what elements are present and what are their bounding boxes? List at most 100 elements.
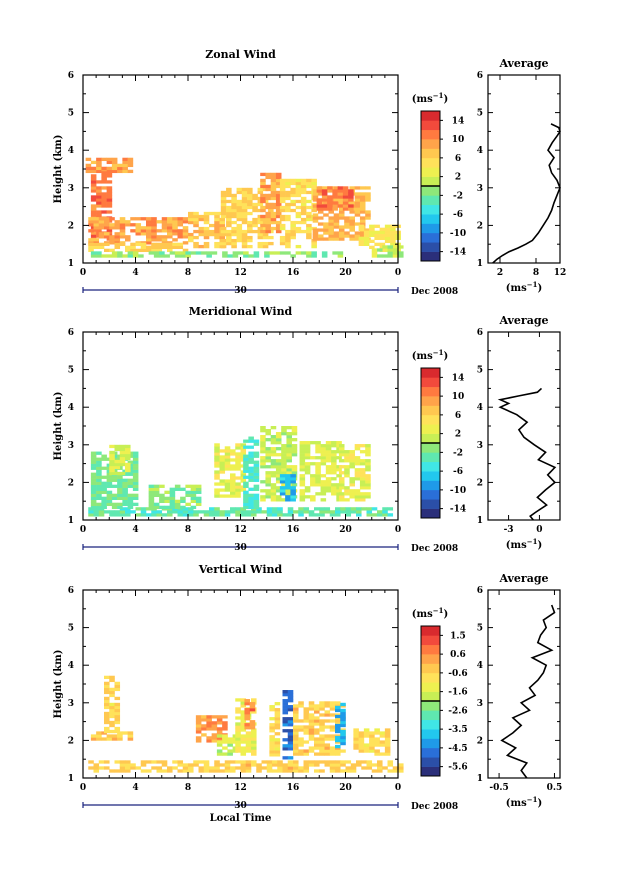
heatmap-cell [224,458,231,462]
heatmap-cell [265,489,271,493]
heatmap-cell [244,714,250,718]
heatmap-cell [235,455,241,459]
heatmap-cell [132,493,139,497]
heatmap-cell [275,477,282,481]
x-tick-label: 0 [395,525,401,535]
heatmap-cell [265,495,271,499]
heatmap-cell [88,229,94,233]
colorbar-unit-sup: −1 [433,606,444,615]
heatmap-cell [203,510,210,514]
heatmap-cell [319,707,325,711]
heatmap-cell [219,217,226,222]
heatmap-cell [185,484,191,488]
heatmap-cell [127,460,134,464]
heatmap-cell [220,205,227,210]
heatmap-cell [90,207,97,211]
heatmap-cell [350,510,357,514]
heatmap-cell [240,722,247,726]
heatmap-cell [241,199,248,204]
x-tick-label: 0 [395,783,401,793]
heatmap-cells [88,675,404,773]
heatmap-cell [342,186,349,190]
heatmap-cell [333,222,340,226]
heatmap-cell [285,244,291,249]
heatmap-cell [109,708,115,713]
heatmap-cell [132,463,139,467]
heatmap-region [88,242,189,253]
heatmap-cell [319,752,325,756]
heatmap-cell [241,238,248,243]
heatmap-cell [93,220,100,224]
heatmap-cell [290,226,296,231]
heatmap-cell [272,510,278,514]
heatmap-cell [261,510,268,514]
heatmap-cell [119,769,126,773]
heatmap-cell [354,195,361,199]
colorbar-unit: (ms−1) [412,348,448,362]
heatmap-cell [109,453,115,458]
heatmap-cell [146,513,152,517]
heatmap-cell [269,747,275,751]
heatmap-cell [106,481,113,485]
heatmap-cell [279,492,286,496]
heatmap-cell [109,238,115,242]
heatmap-cell [285,483,291,487]
heatmap-cell [361,766,367,770]
average-y-tick-label: 3 [477,184,483,194]
heatmap-cell [279,187,286,192]
heatmap-cell [122,502,128,507]
heatmap-cell [340,741,346,746]
heatmap-cell [151,510,157,514]
heatmap-cell [104,242,110,247]
heatmap-cell [308,513,315,517]
heatmap-cell [182,763,189,767]
heatmap-cell [214,760,220,764]
heatmap-cell [220,196,227,201]
heatmap-cell [122,731,128,735]
heatmap-cell [311,254,317,258]
colorbar-swatch [421,635,440,646]
heatmap-cell [260,214,266,219]
average-y-tick-label: 1 [477,774,483,784]
heatmap-cell [315,441,321,445]
heatmap-cell [104,702,110,707]
heatmap-cell [130,217,136,221]
heatmap-cell [177,217,184,221]
heatmap-cell [182,248,189,253]
x-tick-label: 4 [132,783,138,793]
heatmap-cell [287,720,294,724]
heatmap-cell [96,460,102,464]
heatmap-cell [270,226,277,231]
heatmap-cell [365,465,371,469]
heatmap-cell [349,237,355,241]
y-tick-label: 6 [68,328,74,338]
heatmap-cell [275,202,282,207]
heatmap-cell [374,236,380,240]
heatmap-cell [140,217,147,221]
heatmap-cell [90,487,97,491]
heatmap-cell [219,235,226,240]
heatmap-cell [109,465,115,470]
colorbar: 1.50.6-0.6-1.6-2.6-3.5-4.5-5.6(ms−1) [412,606,468,777]
heatmap-cell [172,229,178,233]
heatmap-cell [359,486,366,490]
heatmap-cell [295,193,302,198]
heatmap-cell [281,465,287,469]
heatmap-cell [216,734,223,738]
heatmap-cell [354,204,361,208]
heatmap-cell [90,231,97,235]
heatmap-cell [214,241,220,246]
heatmap-cell [348,195,354,199]
heatmap-cell [310,477,316,481]
heatmap-cell [198,214,205,219]
heatmap-cell [286,441,292,445]
heatmap-cell [387,769,394,773]
heatmap-cell [114,708,121,713]
colorbar-swatch [421,691,440,702]
heatmap-cell [349,483,355,487]
heatmap-cell [299,495,306,499]
heatmap-cell [180,254,186,258]
heatmap-cell [320,450,327,454]
heatmap-cell [251,734,257,738]
